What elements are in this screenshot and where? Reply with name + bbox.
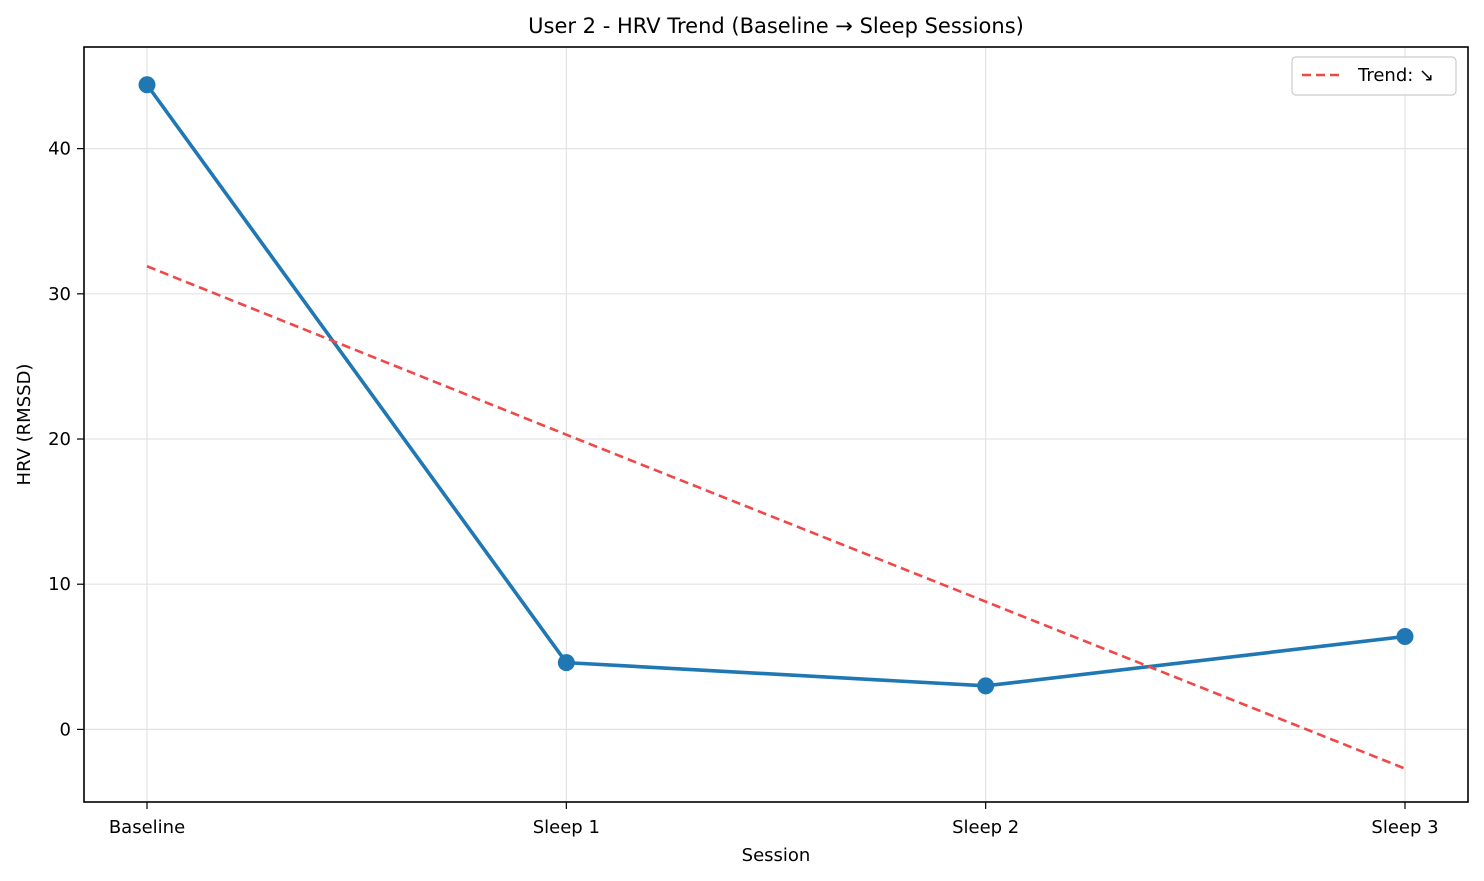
- legend-label: Trend: ↘: [1357, 65, 1434, 86]
- series-layer: [138, 76, 1414, 770]
- hrv-series-line: [145, 83, 1406, 688]
- hrv-data-point: [557, 654, 575, 672]
- y-tick-label: 10: [48, 574, 71, 595]
- y-tick-label: 20: [48, 429, 71, 450]
- chart-title: User 2 - HRV Trend (Baseline → Sleep Ses…: [528, 14, 1024, 38]
- grid-layer: [84, 47, 1468, 802]
- x-tick-label: Sleep 3: [1371, 817, 1438, 838]
- plot-frame: [83, 46, 1469, 803]
- hrv-data-point: [138, 76, 156, 94]
- x-tick-label: Sleep 2: [952, 817, 1019, 838]
- legend-box: [1291, 56, 1457, 96]
- hrv-data-point: [977, 677, 995, 695]
- trend-line: [146, 265, 1406, 770]
- y-tick-label: 30: [48, 284, 71, 305]
- hrv-data-point: [1396, 627, 1414, 645]
- x-tick-label: Baseline: [109, 817, 185, 838]
- y-tick-label: 0: [60, 719, 71, 740]
- x-tick-label: Sleep 1: [533, 817, 600, 838]
- y-axis-label: HRV (RMSSD): [14, 364, 35, 486]
- x-axis-label: Session: [742, 845, 811, 866]
- y-tick-label: 40: [48, 139, 71, 160]
- legend: Trend: ↘: [1291, 56, 1457, 96]
- axis-layer: Baseline Sleep 1 Sleep 2 Sleep 3 0 10 20 30 40: [48, 139, 1439, 838]
